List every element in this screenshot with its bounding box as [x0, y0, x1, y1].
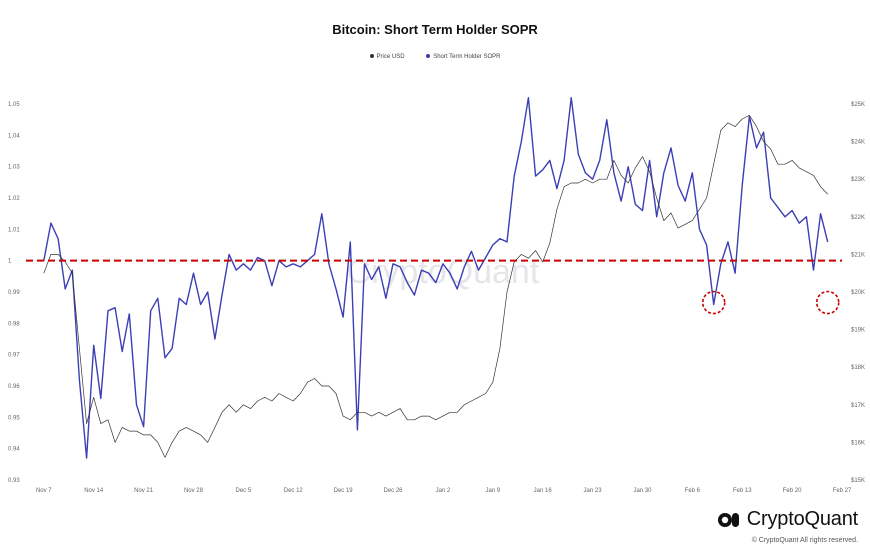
copyright-text: © CryptoQuant All rights reserved.: [751, 537, 858, 544]
y-left-tick-label: 0.94: [8, 447, 20, 453]
y-right-tick-label: $18K: [851, 365, 865, 371]
y-left-tick-label: 1.05: [8, 102, 20, 108]
cryptoquant-icon: [717, 512, 739, 527]
x-tick-label: Dec 19: [334, 488, 354, 494]
y-right-tick-label: $22K: [851, 215, 865, 221]
y-right-tick-label: $20K: [851, 290, 865, 296]
sopr-series-line: [43, 96, 829, 459]
x-tick-label: Jan 9: [485, 488, 500, 494]
highlight-circle-2: [815, 290, 840, 315]
y-right-tick-label: $24K: [851, 140, 865, 146]
legend-sopr-dot: [426, 54, 431, 59]
highlight-circle-1: [701, 290, 726, 315]
x-tick-label: Jan 2: [436, 488, 451, 494]
brand-name: CryptoQuant: [746, 508, 858, 530]
y-right-tick-label: $21K: [851, 252, 865, 258]
x-tick-label: Jan 30: [633, 488, 652, 494]
x-tick-label: Dec 26: [384, 488, 404, 494]
legend-price-dot: [369, 54, 374, 59]
x-tick-label: Feb 20: [783, 488, 802, 494]
x-tick-label: Feb 6: [685, 488, 701, 494]
brand-logo: CryptoQuant: [717, 508, 858, 531]
x-tick-label: Nov 14: [84, 488, 104, 494]
y-left-tick-label: 0.98: [8, 321, 20, 327]
y-left-tick-label: 0.97: [8, 353, 20, 359]
y-right-tick-label: $23K: [851, 177, 865, 183]
y-right-tick-label: $15K: [851, 478, 865, 484]
x-tick-label: Nov 28: [184, 488, 204, 494]
x-tick-label: Dec 12: [284, 488, 304, 494]
legend-item-price[interactable]: Price USD: [369, 54, 405, 60]
y-left-tick-label: 1: [8, 259, 12, 265]
y-left-tick-label: 1.01: [8, 227, 20, 233]
watermark-text: CryptoQuant: [347, 253, 540, 291]
y-left-tick-label: 1.02: [8, 196, 20, 202]
y-right-tick-label: $16K: [851, 440, 865, 446]
x-tick-label: Feb 27: [833, 488, 852, 494]
y-right-tick-label: $17K: [851, 403, 865, 409]
y-left-tick-label: 0.96: [8, 384, 20, 390]
y-left-tick-label: 0.95: [8, 415, 20, 421]
legend-price-label: Price USD: [376, 54, 405, 60]
price-series-line: [43, 114, 828, 458]
y-left-tick-label: 0.93: [8, 478, 20, 484]
y-right-tick-label: $25K: [851, 102, 865, 108]
y-left-tick-label: 1.03: [8, 165, 20, 171]
legend-sopr-label: Short Term Holder SOPR: [433, 54, 501, 60]
y-right-tick-label: $19K: [851, 328, 865, 334]
y-left-tick-label: 0.99: [8, 290, 20, 296]
x-tick-label: Jan 16: [534, 488, 553, 494]
y-left-tick-label: 1.04: [8, 133, 20, 139]
x-tick-label: Nov 21: [134, 488, 154, 494]
x-tick-label: Nov 7: [36, 488, 52, 494]
x-tick-label: Jan 23: [584, 488, 603, 494]
x-tick-label: Feb 13: [733, 488, 752, 494]
chart-legend: Price USD Short Term Holder SOPR: [0, 54, 870, 60]
legend-item-sopr[interactable]: Short Term Holder SOPR: [426, 54, 500, 60]
chart-title: Bitcoin: Short Term Holder SOPR: [332, 22, 538, 37]
x-tick-label: Dec 5: [236, 488, 252, 494]
